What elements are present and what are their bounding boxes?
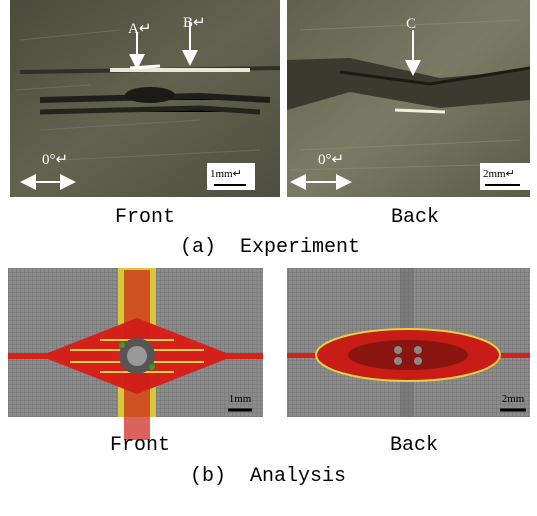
caption: Front (115, 206, 175, 229)
annotation: B↵ (183, 15, 206, 31)
scale-label: 2mm↵ (483, 168, 515, 180)
angle-label: 0°↵ (318, 152, 344, 168)
annotation: A↵ (128, 21, 151, 37)
annotation: C (406, 16, 416, 32)
caption: Back (390, 434, 438, 457)
caption: Front (110, 434, 170, 457)
simulation-back (287, 268, 530, 417)
scale-label: 1mm↵ (210, 168, 242, 180)
caption: Back (391, 206, 439, 229)
figure: A↵ B↵ 0°↵ 1mm↵ C 0°↵ 2mm↵ Front Back (a)… (0, 0, 537, 516)
panel-label: (b) Analysis (190, 465, 346, 488)
panel-label: (a) Experiment (180, 236, 360, 259)
angle-label: 0°↵ (42, 152, 68, 168)
simulation-front (8, 268, 263, 440)
scale-label: 2mm (502, 393, 525, 405)
scale-label: 1mm (229, 393, 252, 405)
